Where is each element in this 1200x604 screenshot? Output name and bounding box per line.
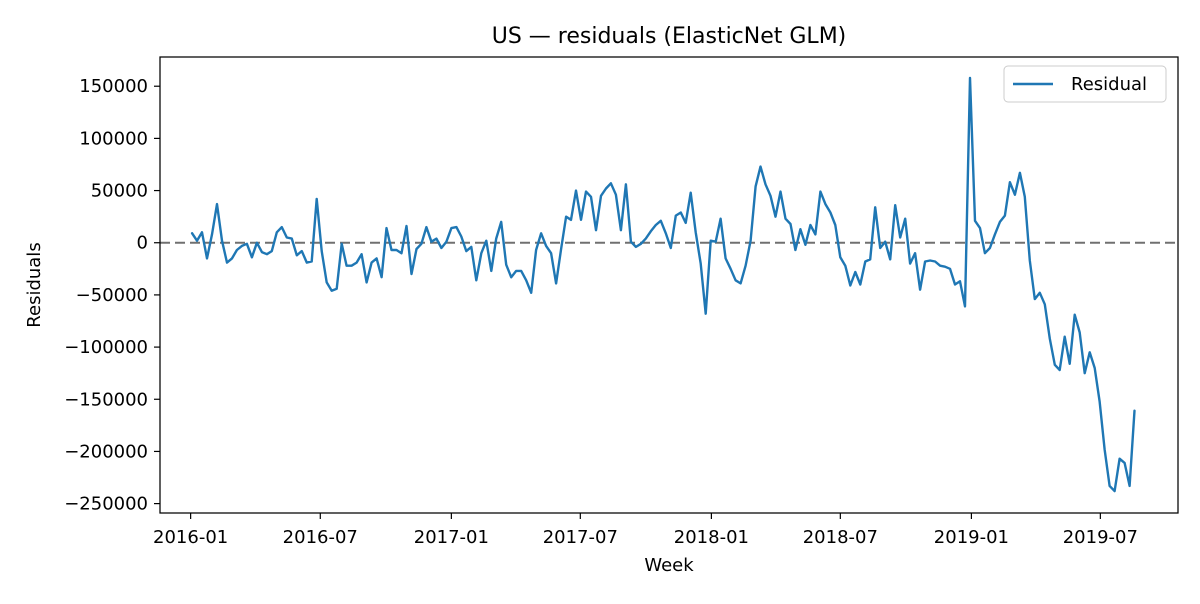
series-line-residual: [190, 76, 1136, 493]
legend-box: [1003, 65, 1167, 103]
x-tick-label: 2017-07: [543, 527, 618, 548]
x-tick-label: 2017-01: [414, 527, 489, 548]
x-tick-label: 2018-07: [803, 527, 878, 548]
y-tick-label: 50000: [91, 181, 148, 202]
y-tick-label: 0: [137, 233, 148, 254]
y-axis: 150000 100000 50000 0 −50000 −100000 −150000 −2…: [64, 76, 160, 515]
plot-area: [160, 76, 1178, 493]
y-tick-label: 150000: [79, 76, 148, 97]
chart-title: US — residuals (ElasticNet GLM): [492, 24, 847, 49]
y-tick-label: −200000: [64, 441, 148, 462]
y-tick-label: 100000: [79, 128, 148, 149]
x-axis-label: Week: [644, 555, 694, 576]
x-tick-label: 2019-01: [934, 527, 1009, 548]
y-axis-label: Residuals: [24, 242, 45, 327]
y-tick-label: −100000: [64, 337, 148, 358]
legend-label-residual: Residual: [1071, 74, 1147, 95]
x-tick-label: 2016-07: [283, 527, 358, 548]
x-tick-label: 2018-01: [674, 527, 749, 548]
plot-frame: [159, 56, 1179, 514]
y-tick-label: −150000: [64, 389, 148, 410]
x-tick-label: 2019-07: [1063, 527, 1138, 548]
legend: Residual: [1003, 65, 1167, 103]
x-tick-label: 2016-01: [153, 527, 228, 548]
y-tick-label: −50000: [76, 285, 148, 306]
x-axis: 2016-01 2016-07 2017-01 2017-07 2018-01 2018-…: [153, 513, 1138, 548]
y-tick-label: −250000: [64, 494, 148, 515]
